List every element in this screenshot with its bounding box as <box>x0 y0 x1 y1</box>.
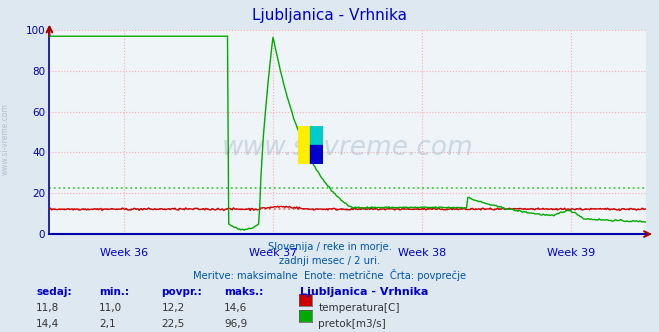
Text: www.si-vreme.com: www.si-vreme.com <box>1 104 10 175</box>
Text: 12,2: 12,2 <box>161 303 185 313</box>
Text: min.:: min.: <box>99 287 129 297</box>
Text: pretok[m3/s]: pretok[m3/s] <box>318 319 386 329</box>
Bar <box>298 126 310 164</box>
Text: 11,8: 11,8 <box>36 303 59 313</box>
Text: 96,9: 96,9 <box>224 319 247 329</box>
Text: 14,4: 14,4 <box>36 319 59 329</box>
Text: zadnji mesec / 2 uri.: zadnji mesec / 2 uri. <box>279 256 380 266</box>
Text: 11,0: 11,0 <box>99 303 122 313</box>
Text: Meritve: maksimalne  Enote: metrične  Črta: povprečje: Meritve: maksimalne Enote: metrične Črta… <box>193 269 466 281</box>
Text: Week 36: Week 36 <box>100 248 148 258</box>
Text: 2,1: 2,1 <box>99 319 115 329</box>
Text: Ljubljanica - Vrhnika: Ljubljanica - Vrhnika <box>300 287 428 297</box>
Text: 22,5: 22,5 <box>161 319 185 329</box>
Text: Week 39: Week 39 <box>547 248 595 258</box>
Text: Ljubljanica - Vrhnika: Ljubljanica - Vrhnika <box>252 8 407 23</box>
Text: 14,6: 14,6 <box>224 303 247 313</box>
Text: povpr.:: povpr.: <box>161 287 202 297</box>
Bar <box>310 145 323 164</box>
Text: www.si-vreme.com: www.si-vreme.com <box>221 135 474 161</box>
Bar <box>310 126 323 145</box>
Text: Week 38: Week 38 <box>398 248 446 258</box>
Text: Week 37: Week 37 <box>249 248 297 258</box>
Text: temperatura[C]: temperatura[C] <box>318 303 400 313</box>
Text: sedaj:: sedaj: <box>36 287 72 297</box>
Text: Slovenija / reke in morje.: Slovenija / reke in morje. <box>268 242 391 252</box>
Text: maks.:: maks.: <box>224 287 264 297</box>
